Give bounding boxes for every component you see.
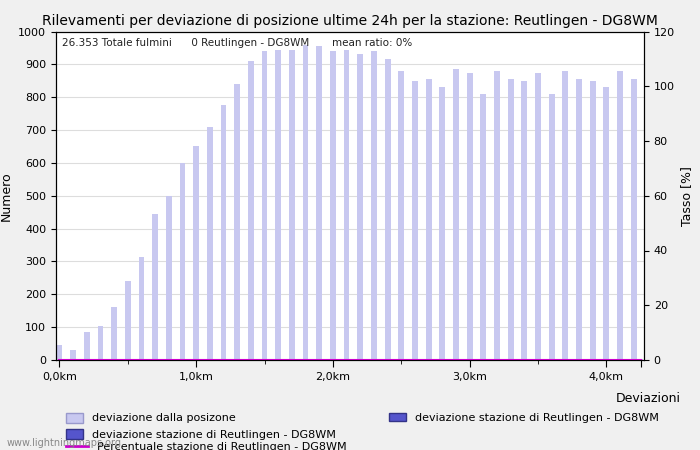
Bar (330, 51, 336, 360)
Bar (180, 163, 186, 360)
Bar (152, 214, 158, 360)
Bar (207, 127, 213, 360)
Bar (508, 79, 514, 360)
Bar (467, 72, 473, 360)
Bar (535, 72, 541, 360)
Bar (480, 94, 486, 360)
Bar (111, 307, 117, 360)
Bar (522, 81, 527, 360)
Bar (371, 51, 377, 360)
Bar (590, 81, 596, 360)
Bar (563, 71, 568, 360)
Bar (631, 79, 637, 360)
Y-axis label: Tasso [%]: Tasso [%] (680, 166, 694, 226)
Bar (385, 59, 391, 360)
Bar (358, 54, 363, 360)
Bar (316, 46, 322, 360)
Bar (193, 146, 199, 360)
Y-axis label: Numero: Numero (0, 171, 13, 220)
Bar (344, 50, 349, 360)
Bar (275, 50, 281, 360)
Bar (57, 345, 62, 360)
Bar (97, 325, 104, 360)
Bar (617, 71, 623, 360)
Legend: deviazione stazione di Reutlingen - DG8WM: deviazione stazione di Reutlingen - DG8W… (385, 408, 664, 427)
Bar (576, 79, 582, 360)
Title: Rilevamenti per deviazione di posizione ultime 24h per la stazione: Reutlingen -: Rilevamenti per deviazione di posizione … (42, 14, 658, 27)
Text: Deviazioni: Deviazioni (616, 392, 681, 405)
Bar (440, 87, 445, 360)
Bar (220, 105, 226, 360)
Bar (234, 84, 240, 360)
Text: www.lightningmaps.org: www.lightningmaps.org (7, 438, 122, 448)
Bar (125, 281, 131, 360)
Bar (248, 61, 254, 360)
Bar (494, 71, 500, 360)
Bar (549, 94, 554, 360)
Bar (262, 51, 267, 360)
Bar (70, 350, 76, 360)
Bar (139, 256, 144, 360)
Bar (302, 45, 309, 360)
Text: 26.353 Totale fulmini      0 Reutlingen - DG8WM       mean ratio: 0%: 26.353 Totale fulmini 0 Reutlingen - DG8… (62, 38, 412, 48)
Bar (426, 79, 431, 360)
Bar (398, 71, 404, 360)
Bar (603, 87, 609, 360)
Bar (84, 332, 90, 360)
Bar (166, 196, 172, 360)
Bar (412, 81, 418, 360)
Bar (453, 69, 459, 360)
Bar (289, 50, 295, 360)
